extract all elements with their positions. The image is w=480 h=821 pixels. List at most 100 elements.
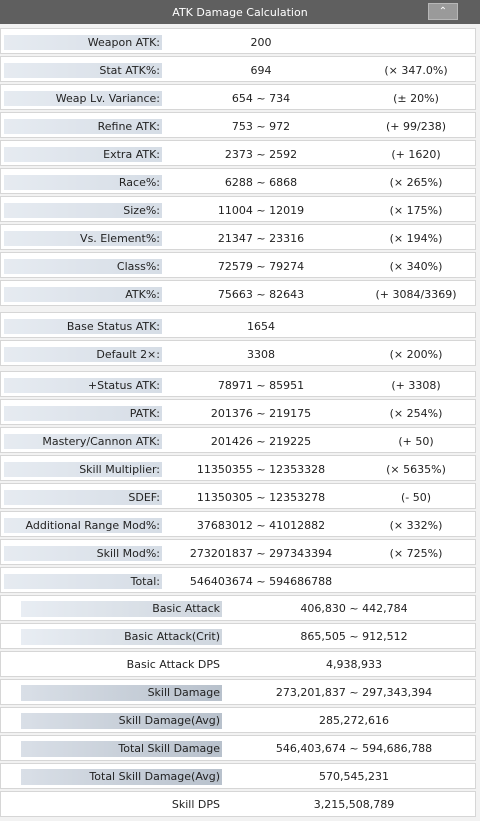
calc-row-label: Class%:: [4, 259, 162, 274]
summary-row-value: 546,403,674 ~ 594,686,788: [275, 742, 433, 755]
calc-row-modifier: (+ 99/238): [386, 120, 446, 133]
summary-row: Basic Attack 406,830 ~ 442,784: [0, 595, 476, 621]
calc-row: Base Status ATK: 1654: [0, 312, 476, 338]
calc-row-value: 3308: [247, 348, 275, 361]
calc-row: Mastery/Cannon ATK: 201426 ~ 219225 (+ 50): [0, 427, 476, 453]
summary-row-label: Skill Damage(Avg): [21, 713, 222, 729]
calc-row-modifier: (+ 3308): [391, 379, 441, 392]
calc-row: Weap Lv. Variance: 654 ~ 734 (± 20%): [0, 84, 476, 110]
summary-row: Skill Damage 273,201,837 ~ 297,343,394: [0, 679, 476, 705]
summary-row: Total Skill Damage 546,403,674 ~ 594,686,…: [0, 735, 476, 761]
collapse-button[interactable]: ⌃: [428, 3, 458, 20]
calc-row-value: 753 ~ 972: [231, 120, 291, 133]
summary-row-value: 3,215,508,789: [313, 798, 395, 811]
calc-row-label: Skill Multiplier:: [4, 462, 162, 477]
calc-row-value: 694: [250, 64, 272, 77]
summary-row-label: Total Skill Damage(Avg): [21, 769, 222, 785]
calc-row-value: 201426 ~ 219225: [210, 435, 312, 448]
summary-row: Skill Damage(Avg) 285,272,616: [0, 707, 476, 733]
calc-row-label: Mastery/Cannon ATK:: [4, 434, 162, 449]
calc-row-label: Total:: [4, 574, 162, 589]
calc-row-modifier: (× 725%): [389, 547, 443, 560]
calc-row: Skill Mod%: 273201837 ~ 297343394 (× 725%): [0, 539, 476, 565]
calc-row: Extra ATK: 2373 ~ 2592 (+ 1620): [0, 140, 476, 166]
summary-row-label: Basic Attack DPS: [126, 658, 220, 671]
calc-row: ATK%: 75663 ~ 82643 (+ 3084/3369): [0, 280, 476, 306]
calc-row-label: Weapon ATK:: [4, 35, 162, 50]
window-title: ATK Damage Calculation: [172, 5, 308, 19]
calc-row-modifier: (+ 50): [398, 435, 434, 448]
calc-row-value: 21347 ~ 23316: [217, 232, 305, 245]
calc-row-modifier: (× 265%): [389, 176, 443, 189]
calc-row-modifier: (- 50): [400, 491, 432, 504]
chevron-up-icon: ⌃: [438, 6, 448, 17]
calc-row-label: ATK%:: [4, 287, 162, 302]
summary-row-label: Skill Damage: [21, 685, 222, 701]
calc-row-modifier: (× 332%): [389, 519, 443, 532]
summary-row: Basic Attack(Crit) 865,505 ~ 912,512: [0, 623, 476, 649]
calc-row-value: 11004 ~ 12019: [217, 204, 305, 217]
calc-row-value: 654 ~ 734: [231, 92, 291, 105]
calc-row-label: Race%:: [4, 175, 162, 190]
calc-row-value: 37683012 ~ 41012882: [196, 519, 326, 532]
calc-row-label: Default 2×:: [4, 347, 162, 362]
calc-row-value: 11350305 ~ 12353278: [196, 491, 326, 504]
calc-row: Race%: 6288 ~ 6868 (× 265%): [0, 168, 476, 194]
calc-row-modifier: (× 347.0%): [384, 64, 448, 77]
calc-row-label: Weap Lv. Variance:: [4, 91, 162, 106]
summary-row-value: 285,272,616: [319, 714, 389, 727]
calc-row-label: Additional Range Mod%:: [4, 518, 162, 533]
summary-row-value: 406,830 ~ 442,784: [300, 602, 408, 615]
calc-row-label: PATK:: [4, 406, 162, 421]
calc-row: Refine ATK: 753 ~ 972 (+ 99/238): [0, 112, 476, 138]
calc-row-label: Stat ATK%:: [4, 63, 162, 78]
calc-row: Total: 546403674 ~ 594686788: [0, 567, 476, 593]
calc-row-modifier: (+ 3084/3369): [375, 288, 457, 301]
calc-row: Stat ATK%: 694 (× 347.0%): [0, 56, 476, 82]
calc-row-value: 75663 ~ 82643: [217, 288, 305, 301]
calc-row: Weapon ATK: 200: [0, 28, 476, 54]
calc-row: Default 2×: 3308 (× 200%): [0, 340, 476, 366]
calc-row-label: Base Status ATK:: [4, 319, 162, 334]
calc-row: +Status ATK: 78971 ~ 85951 (+ 3308): [0, 371, 476, 397]
calc-row-value: 200: [250, 36, 272, 49]
calc-row-value: 546403674 ~ 594686788: [189, 575, 333, 588]
calc-row: SDEF: 11350305 ~ 12353278 (- 50): [0, 483, 476, 509]
calc-row-modifier: (+ 1620): [391, 148, 441, 161]
calc-row-value: 2373 ~ 2592: [224, 148, 298, 161]
summary-row-label: Basic Attack(Crit): [21, 629, 222, 645]
summary-row-label: Basic Attack: [21, 601, 222, 617]
summary-row: Total Skill Damage(Avg) 570,545,231: [0, 763, 476, 789]
calc-row: Skill Multiplier: 11350355 ~ 12353328 (× 5…: [0, 455, 476, 481]
calc-row: Additional Range Mod%: 37683012 ~ 4101288…: [0, 511, 476, 537]
summary-row-value: 865,505 ~ 912,512: [300, 630, 408, 643]
calc-row: Size%: 11004 ~ 12019 (× 175%): [0, 196, 476, 222]
calc-row-label: +Status ATK:: [4, 378, 162, 393]
calc-row-label: Vs. Element%:: [4, 231, 162, 246]
calc-row: Class%: 72579 ~ 79274 (× 340%): [0, 252, 476, 278]
calc-row-modifier: (± 20%): [393, 92, 439, 105]
calc-row-value: 1654: [247, 320, 275, 333]
summary-row: Skill DPS 3,215,508,789: [0, 791, 476, 817]
calc-row-value: 273201837 ~ 297343394: [189, 547, 333, 560]
calc-row-label: SDEF:: [4, 490, 162, 505]
calc-row-value: 6288 ~ 6868: [224, 176, 298, 189]
calc-row: Vs. Element%: 21347 ~ 23316 (× 194%): [0, 224, 476, 250]
summary-row-value: 570,545,231: [319, 770, 389, 783]
calc-row-modifier: (× 200%): [389, 348, 443, 361]
calc-row-modifier: (× 175%): [389, 204, 443, 217]
calc-row-label: Size%:: [4, 203, 162, 218]
window-titlebar: ATK Damage Calculation ⌃: [0, 0, 480, 24]
calc-row-label: Skill Mod%:: [4, 546, 162, 561]
summary-row-label: Total Skill Damage: [21, 741, 222, 757]
calc-row-value: 201376 ~ 219175: [210, 407, 312, 420]
calc-row-modifier: (× 340%): [389, 260, 443, 273]
calc-row-value: 11350355 ~ 12353328: [196, 463, 326, 476]
calc-row-modifier: (× 194%): [389, 232, 443, 245]
calc-row-label: Extra ATK:: [4, 147, 162, 162]
calc-row-modifier: (× 254%): [389, 407, 443, 420]
calc-row-label: Refine ATK:: [4, 119, 162, 134]
summary-row-value: 4,938,933: [326, 658, 382, 671]
calc-row-value: 78971 ~ 85951: [217, 379, 305, 392]
summary-row-label: Skill DPS: [171, 798, 220, 811]
